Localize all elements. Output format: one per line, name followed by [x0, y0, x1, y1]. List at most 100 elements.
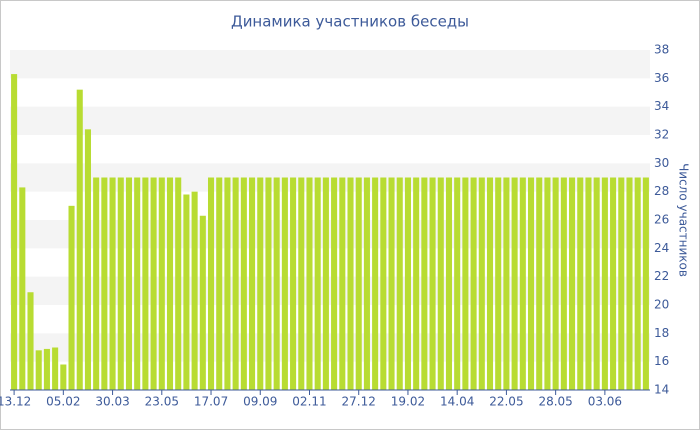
- y-tick-label: 22: [654, 269, 669, 283]
- bar: [404, 177, 411, 390]
- bar: [150, 177, 157, 390]
- bar: [380, 177, 387, 390]
- bar: [396, 177, 403, 390]
- bar: [322, 177, 329, 390]
- bar: [109, 177, 116, 390]
- grid-band: [10, 106, 650, 135]
- bar: [331, 177, 338, 390]
- bar: [249, 177, 256, 390]
- bar: [577, 177, 584, 390]
- bar: [478, 177, 485, 390]
- bar: [569, 177, 576, 390]
- bar: [593, 177, 600, 390]
- bar: [314, 177, 321, 390]
- bar: [511, 177, 518, 390]
- bar: [298, 177, 305, 390]
- bar: [43, 348, 50, 390]
- bar: [462, 177, 469, 390]
- bar: [199, 215, 206, 390]
- x-tick-label: 23.05: [145, 395, 179, 409]
- y-tick-label: 28: [654, 184, 669, 198]
- bar: [191, 191, 198, 390]
- grid-band: [10, 50, 650, 79]
- y-tick-label: 24: [654, 241, 669, 255]
- bar: [125, 177, 133, 390]
- bar: [166, 177, 174, 390]
- bar: [240, 177, 247, 390]
- bar: [84, 129, 91, 391]
- bar: [257, 177, 264, 390]
- bar: [101, 177, 108, 390]
- bar: [454, 177, 461, 390]
- y-tick-label: 34: [654, 99, 669, 113]
- bar: [232, 177, 239, 390]
- bar: [290, 177, 297, 390]
- bar: [372, 177, 379, 390]
- bar: [117, 177, 124, 390]
- bar: [421, 177, 428, 390]
- y-tick-label: 38: [654, 43, 669, 57]
- bar: [281, 177, 288, 390]
- bar: [19, 187, 26, 390]
- y-tick-label: 20: [654, 298, 669, 312]
- bar: [134, 177, 141, 390]
- bar: [413, 177, 420, 390]
- bar: [519, 177, 526, 390]
- y-tick-label: 16: [654, 354, 669, 368]
- bar: [68, 205, 75, 390]
- x-tick-label: 13.12: [0, 395, 31, 409]
- bar: [610, 177, 617, 390]
- bar: [560, 177, 567, 390]
- y-tick-label: 18: [654, 326, 669, 340]
- bar: [536, 177, 543, 390]
- bar: [158, 177, 165, 390]
- x-tick-label: 02.11: [292, 395, 326, 409]
- bar: [618, 177, 625, 390]
- bar: [347, 177, 354, 390]
- bar: [76, 89, 83, 391]
- bar: [585, 177, 592, 390]
- y-tick-label: 26: [654, 213, 669, 227]
- bar: [544, 177, 551, 390]
- grid-band: [10, 276, 650, 305]
- bar: [93, 177, 100, 390]
- bar: [175, 177, 182, 390]
- bar: [429, 177, 436, 390]
- bar: [355, 177, 362, 390]
- bar: [27, 292, 34, 390]
- bar: [388, 177, 395, 390]
- x-tick-label: 14.04: [440, 395, 474, 409]
- x-tick-label: 19.02: [391, 395, 425, 409]
- grid-band: [10, 333, 650, 362]
- y-tick-label: 36: [654, 71, 669, 85]
- bar: [142, 177, 149, 390]
- bar: [601, 177, 608, 390]
- bar: [207, 177, 215, 390]
- bar: [60, 364, 67, 390]
- bar: [11, 74, 18, 390]
- y-axis-label: Число участников: [677, 163, 691, 277]
- bar: [486, 177, 494, 390]
- bar: [183, 194, 190, 390]
- bar: [634, 177, 641, 390]
- bar: [216, 177, 223, 390]
- bar: [306, 177, 313, 390]
- y-tick-label: 32: [654, 128, 669, 142]
- bar: [642, 177, 649, 390]
- bar: [273, 177, 280, 390]
- x-tick-label: 09.09: [243, 395, 277, 409]
- bar: [445, 177, 453, 390]
- chart-title: Динамика участников беседы: [231, 13, 469, 31]
- bar: [626, 177, 633, 390]
- bar: [527, 177, 535, 390]
- bar: [224, 177, 231, 390]
- y-tick-label: 30: [654, 156, 669, 170]
- x-tick-label: 05.02: [46, 395, 80, 409]
- x-tick-label: 30.03: [95, 395, 129, 409]
- bar: [437, 177, 444, 390]
- x-tick-label: 27.12: [342, 395, 376, 409]
- grid-band: [10, 220, 650, 249]
- bar: [470, 177, 477, 390]
- y-tick-label: 14: [654, 383, 669, 397]
